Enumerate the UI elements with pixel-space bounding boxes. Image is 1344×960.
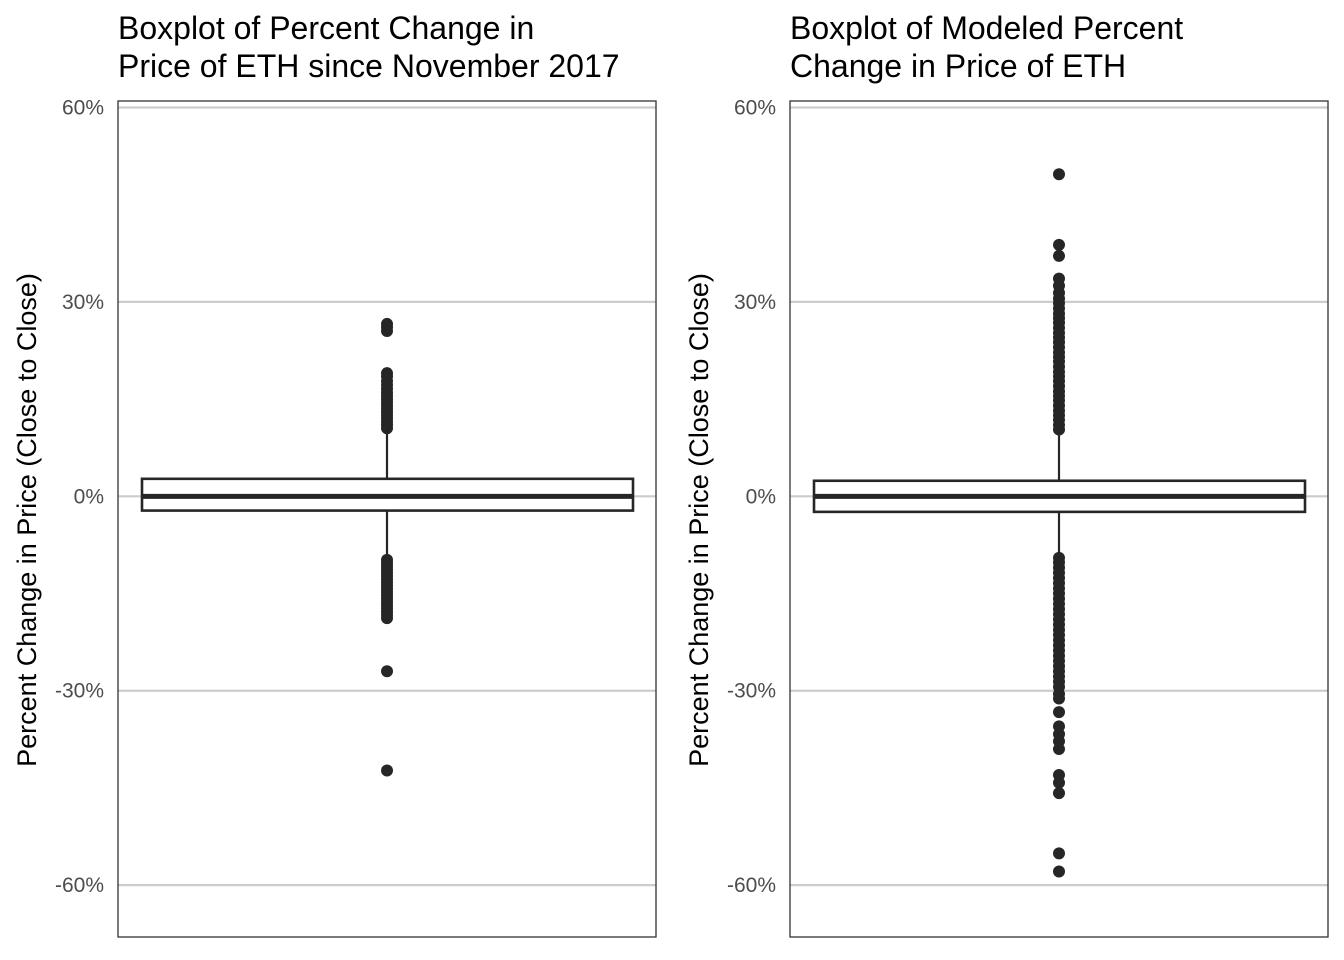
y-tick-label: 60% xyxy=(62,96,104,119)
y-tick-label: -30% xyxy=(55,680,104,703)
y-tick-label: -60% xyxy=(727,874,776,897)
outlier-point xyxy=(381,764,393,777)
outlier-point xyxy=(1053,238,1065,251)
box-and-outliers xyxy=(812,168,1307,878)
y-tick-label: 30% xyxy=(62,291,104,314)
chart-title-line-1: Boxplot of Modeled Percent xyxy=(790,10,1183,46)
outlier-point xyxy=(1053,776,1065,789)
outlier-point xyxy=(1053,743,1065,756)
outlier-point xyxy=(1053,847,1065,860)
outlier-point xyxy=(1053,692,1065,705)
outlier-point xyxy=(1053,865,1065,878)
y-tick-labels: 60% 30% 0% -30% -60% xyxy=(727,96,776,897)
chart-title-line-1: Boxplot of Percent Change in xyxy=(118,10,534,46)
outlier-point xyxy=(1053,787,1065,800)
panel-border xyxy=(117,100,657,938)
y-axis-label: Percent Change in Price (Close to Close) xyxy=(684,273,714,767)
outlier-point xyxy=(381,325,393,338)
outlier-point xyxy=(381,665,393,678)
outlier-point xyxy=(1053,249,1065,262)
y-tick-label: 0% xyxy=(74,485,104,508)
chart-title-line-2: Price of ETH since November 2017 xyxy=(118,48,620,84)
boxplot-panel-right: Boxplot of Modeled Percent Change in Pri… xyxy=(684,10,1329,938)
outlier-point xyxy=(1053,168,1065,181)
y-axis-label: Percent Change in Price (Close to Close) xyxy=(12,273,42,767)
y-tick-label: 60% xyxy=(734,96,776,119)
boxplot-panel-left: Boxplot of Percent Change in Price of ET… xyxy=(12,10,657,938)
y-tick-label: -60% xyxy=(55,874,104,897)
y-tick-label: -30% xyxy=(727,680,776,703)
box-and-outliers xyxy=(140,317,635,777)
chart-title-line-2: Change in Price of ETH xyxy=(790,48,1126,84)
y-tick-label: 30% xyxy=(734,291,776,314)
y-tick-label: 0% xyxy=(746,485,776,508)
outlier-point xyxy=(381,612,393,625)
y-tick-labels: 60% 30% 0% -30% -60% xyxy=(55,96,104,897)
panel-border xyxy=(789,100,1329,938)
outlier-point xyxy=(1053,706,1065,719)
outlier-point xyxy=(1053,423,1065,436)
outlier-point xyxy=(381,422,393,435)
